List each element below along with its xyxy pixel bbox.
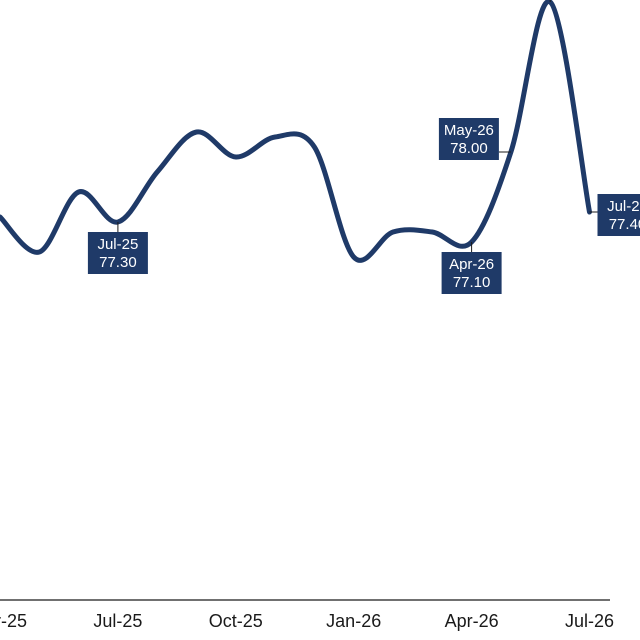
- callout-label: Jul-26: [607, 198, 640, 215]
- x-tick-label: Apr-26: [445, 611, 499, 631]
- callout-value: 78.00: [450, 140, 488, 157]
- callout-label: Apr-26: [449, 256, 494, 273]
- callout: Jun-2679.50: [549, 0, 551, 2]
- x-tick-label: Jul-26: [565, 611, 614, 631]
- x-tick-label: Jan-26: [326, 611, 381, 631]
- callout-value: 77.30: [99, 254, 137, 271]
- callout-label: May-26: [444, 122, 494, 139]
- series-layer: [0, 0, 592, 263]
- callout-label: Jul-25: [97, 236, 138, 253]
- x-tick-label: Jul-25: [93, 611, 142, 631]
- callout-box: [597, 194, 640, 236]
- callout-box: [438, 118, 499, 160]
- callout-box: [441, 252, 502, 294]
- callout-box: [87, 232, 148, 274]
- series-line: [0, 0, 592, 263]
- x-tick-labels: Apr-25 Jul-25 Oct-25 Jan-26 Apr-26 Jul-26: [0, 611, 614, 631]
- x-tick-label: Apr-25: [0, 611, 27, 631]
- callout-value: 77.40: [609, 216, 640, 233]
- callout-value: 77.10: [453, 274, 491, 291]
- x-tick-label: Oct-25: [209, 611, 263, 631]
